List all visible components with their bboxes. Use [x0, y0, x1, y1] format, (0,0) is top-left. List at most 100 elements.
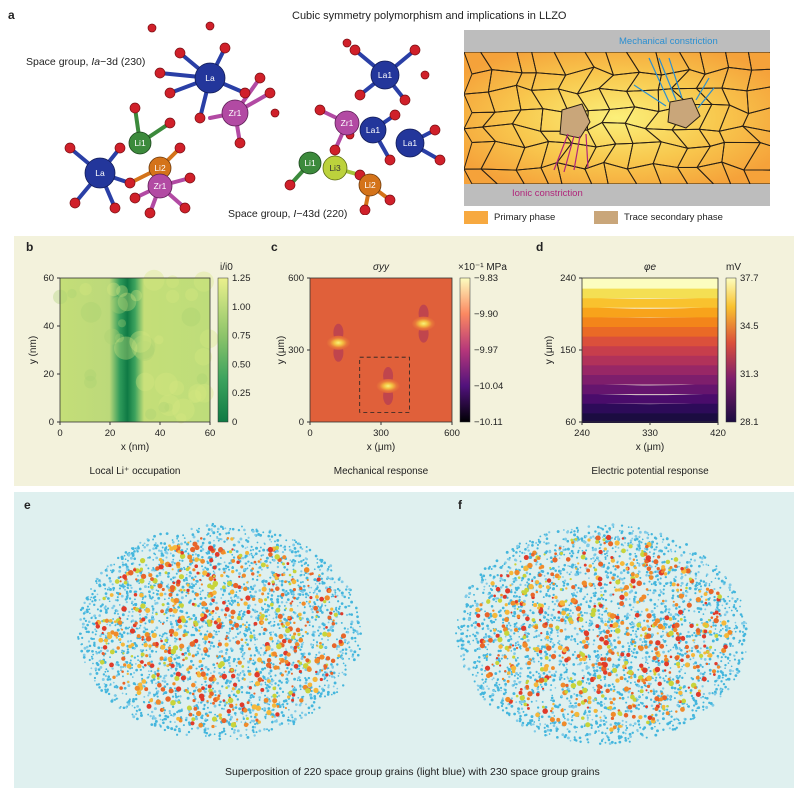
grain-point	[689, 658, 692, 661]
grain-point	[171, 560, 174, 564]
grain-point	[113, 612, 117, 615]
grain-point	[263, 728, 266, 731]
grain-point	[517, 673, 520, 676]
grain-point	[278, 604, 281, 608]
grain-point	[547, 542, 550, 545]
grain-point	[573, 673, 577, 676]
grain-point	[530, 700, 533, 703]
grain-point	[254, 646, 258, 650]
grain-point	[599, 543, 602, 546]
grain-point	[473, 626, 477, 629]
grain-point	[281, 550, 285, 554]
tick-label: 150	[560, 345, 576, 356]
grain-point	[697, 570, 700, 574]
grain-point	[574, 563, 576, 566]
grain-point	[151, 605, 154, 608]
grain-point	[627, 526, 630, 529]
grain-point	[145, 543, 149, 547]
grain-point	[187, 670, 191, 674]
grain-point	[593, 566, 596, 569]
grain-point	[669, 584, 672, 587]
grain-point	[667, 650, 670, 653]
grain-point	[162, 568, 165, 571]
grain-point	[635, 547, 639, 551]
grain-point	[311, 645, 314, 649]
grain-point	[472, 633, 475, 636]
grain-point	[358, 647, 361, 651]
grain-point	[218, 734, 221, 738]
grain-point	[190, 546, 196, 553]
grain-point	[253, 621, 258, 626]
grain-point	[312, 676, 318, 683]
atom-label: Zr1	[341, 118, 354, 128]
grain-point	[680, 623, 684, 626]
grain-point	[233, 582, 239, 589]
grain-point	[330, 658, 336, 664]
grain-point	[628, 732, 632, 736]
grain-point	[257, 614, 260, 617]
grain-point	[742, 624, 746, 628]
grain-point	[270, 540, 273, 543]
grain-point	[307, 594, 310, 597]
grain-point	[206, 699, 209, 703]
grain-point	[567, 565, 569, 567]
grain-point	[574, 704, 578, 708]
grain-point	[333, 612, 338, 617]
grain-point	[654, 733, 658, 737]
grain-point	[273, 573, 277, 577]
grain-point	[131, 610, 134, 613]
grain-point	[132, 682, 136, 685]
tick-label: 300	[373, 428, 389, 439]
grain-point	[129, 556, 133, 560]
grain-point	[196, 620, 200, 624]
grain-point	[613, 586, 616, 589]
grain-point	[286, 695, 291, 699]
grain-point	[122, 574, 127, 580]
grain-point	[194, 564, 199, 569]
grain-point	[264, 715, 267, 719]
stress-hotspot	[376, 379, 401, 393]
grain-point	[583, 725, 586, 728]
grain-point	[734, 621, 737, 624]
grain-point	[340, 621, 343, 624]
grain-point	[624, 710, 628, 713]
grain-point	[553, 555, 557, 558]
grain-point	[122, 666, 125, 668]
panel-b-letter: b	[26, 240, 34, 254]
grain-point	[264, 618, 268, 621]
grain-point	[191, 654, 195, 658]
grain-point	[201, 541, 205, 545]
x-axis-label: x (μm)	[636, 442, 665, 453]
grain-point	[641, 538, 644, 541]
grain-point	[528, 556, 532, 560]
grain-cell	[556, 161, 593, 184]
grain-point	[217, 694, 221, 698]
grain-point	[724, 655, 727, 659]
grain-point	[242, 615, 244, 618]
grain-point	[503, 578, 507, 582]
grain-point	[280, 579, 284, 583]
grain-point	[556, 619, 558, 622]
grain-point	[510, 673, 514, 676]
grain-point	[309, 591, 311, 594]
grain-point	[240, 691, 244, 694]
grain-point	[152, 715, 155, 718]
grain-point	[594, 530, 597, 533]
grain-point	[118, 638, 122, 641]
heatmap-patch	[143, 269, 165, 291]
grain-point	[296, 542, 299, 545]
grain-point	[319, 564, 323, 568]
grain-point	[721, 627, 724, 630]
grain-point	[592, 535, 595, 538]
grain-point	[268, 631, 271, 634]
colorbar	[725, 277, 737, 423]
grain-point	[645, 736, 648, 739]
grain-point	[727, 687, 730, 691]
grain-point	[310, 689, 313, 693]
grain-point	[226, 550, 230, 553]
grain-point	[143, 701, 146, 704]
grain-point	[293, 677, 297, 681]
grain-point	[468, 613, 472, 616]
grain-point	[700, 595, 703, 598]
heatmap-patch	[175, 413, 187, 424]
